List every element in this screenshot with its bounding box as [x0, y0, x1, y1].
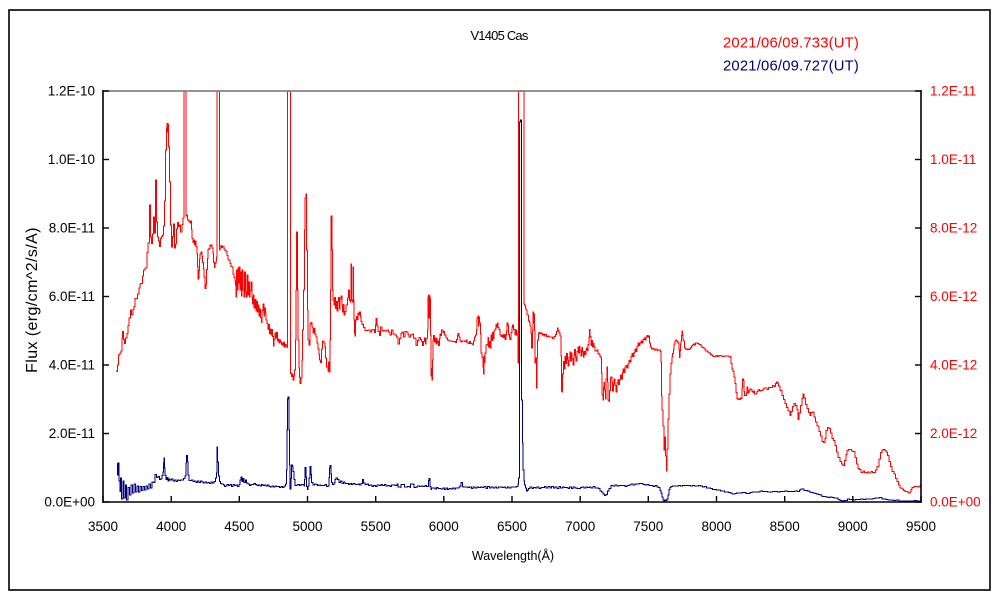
svg-text:2.0E-11: 2.0E-11 — [49, 426, 95, 441]
svg-text:5500: 5500 — [361, 519, 391, 534]
svg-text:9000: 9000 — [838, 519, 868, 534]
svg-text:8000: 8000 — [701, 519, 731, 534]
svg-text:4000: 4000 — [156, 519, 186, 534]
svg-text:6.0E-12: 6.0E-12 — [930, 289, 977, 304]
svg-text:5000: 5000 — [292, 519, 322, 534]
svg-text:4.0E-11: 4.0E-11 — [49, 358, 95, 373]
svg-text:Wavelength(Å): Wavelength(Å) — [472, 548, 554, 563]
svg-text:Flux (erg/cm^2/s/A): Flux (erg/cm^2/s/A) — [24, 227, 41, 373]
svg-text:4500: 4500 — [224, 519, 254, 534]
svg-text:9500: 9500 — [906, 519, 936, 534]
svg-text:1.0E-11: 1.0E-11 — [930, 152, 976, 167]
svg-text:2.0E-12: 2.0E-12 — [930, 426, 977, 441]
svg-text:8500: 8500 — [770, 519, 800, 534]
svg-text:1.0E-10: 1.0E-10 — [48, 152, 95, 167]
svg-text:7000: 7000 — [565, 519, 595, 534]
svg-text:2021/06/09.733(UT): 2021/06/09.733(UT) — [723, 36, 859, 52]
svg-text:1.2E-10: 1.2E-10 — [48, 84, 95, 99]
svg-text:1.2E-11: 1.2E-11 — [930, 84, 976, 99]
svg-text:8.0E-12: 8.0E-12 — [930, 221, 977, 236]
svg-text:8.0E-11: 8.0E-11 — [49, 221, 95, 236]
svg-text:6500: 6500 — [497, 519, 527, 534]
svg-text:0.0E+00: 0.0E+00 — [44, 495, 95, 510]
svg-text:2021/06/09.727(UT): 2021/06/09.727(UT) — [723, 59, 859, 75]
svg-text:6000: 6000 — [429, 519, 459, 534]
svg-text:V1405 Cas: V1405 Cas — [470, 28, 528, 43]
svg-text:7500: 7500 — [633, 519, 663, 534]
svg-text:3500: 3500 — [88, 519, 118, 534]
svg-text:0.0E+00: 0.0E+00 — [930, 495, 981, 510]
svg-text:4.0E-12: 4.0E-12 — [930, 358, 977, 373]
svg-text:6.0E-11: 6.0E-11 — [49, 289, 95, 304]
